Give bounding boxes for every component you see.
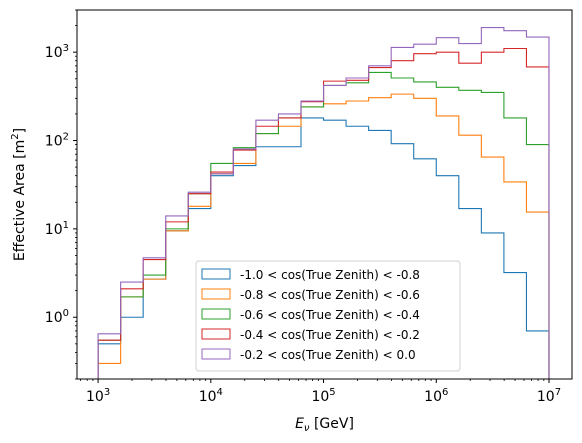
x-tick-label: 106: [424, 387, 448, 405]
y-tick-label: 101: [45, 220, 69, 238]
legend-box: [195, 260, 461, 372]
y-axis-label-end: ]: [12, 128, 28, 133]
legend-swatch: [201, 268, 231, 280]
y-tick-label: 103: [45, 43, 69, 61]
y-axis-label-main: Effective Area [m: [12, 140, 28, 261]
x-tick-label: 107: [537, 387, 561, 405]
legend-entry-label: -1.0 < cos(True Zenith) < -0.8: [240, 268, 420, 282]
y-tick-label: 100: [45, 308, 69, 326]
x-axis-label-unit: [GeV]: [310, 416, 354, 432]
legend-entry-label: -0.6 < cos(True Zenith) < -0.4: [240, 308, 420, 322]
legend-swatch: [201, 348, 231, 360]
plot-frame: [76, 9, 573, 380]
legend-swatch: [201, 308, 231, 320]
series-line-4: [97, 26, 550, 379]
legend: -1.0 < cos(True Zenith) < -0.8 -0.8 < cos…: [195, 260, 461, 372]
x-axis-label: Eν [GeV]: [295, 416, 354, 434]
x-axis-label-main: E: [295, 416, 304, 432]
y-tick-label: 102: [45, 132, 69, 150]
legend-swatch: [201, 328, 231, 340]
y-axis-ticks: 100 101 102 103: [45, 9, 77, 380]
series-layer: [97, 26, 550, 379]
x-tick-label: 105: [311, 387, 335, 405]
legend-entry-label: -0.8 < cos(True Zenith) < -0.6: [240, 288, 420, 302]
y-axis-label: Effective Area [m2]: [10, 128, 28, 261]
x-tick-label: 103: [86, 387, 110, 405]
x-tick-label: 104: [199, 387, 223, 405]
x-axis-label-sub: ν: [304, 423, 310, 434]
x-axis-ticks: 103 104 105 106 107: [80, 379, 561, 405]
legend-swatch: [201, 288, 231, 300]
legend-entry-label: -0.2 < cos(True Zenith) < 0.0: [240, 348, 416, 362]
y-axis-label-sup: 2: [10, 133, 21, 139]
legend-entry-label: -0.4 < cos(True Zenith) < -0.2: [240, 328, 420, 342]
